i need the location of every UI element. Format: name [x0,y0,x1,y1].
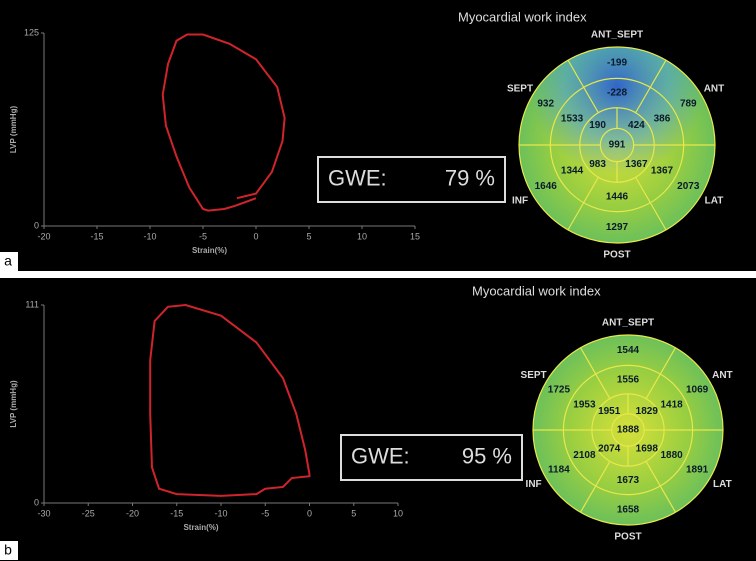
direction-label: LAT [705,196,724,207]
mid-segment-value: 1367 [651,166,674,177]
panel-label: a [4,253,12,269]
segment-line [645,347,677,400]
segment-line [635,176,667,231]
segment-line [579,460,611,513]
mid-segment-value: 1880 [660,450,683,461]
y-tick-label: 0 [34,220,39,230]
basal-segment-value: 1658 [617,504,640,515]
pressure-strain-loop [149,303,311,497]
direction-label: POST [614,532,641,543]
apical-segment-value: 190 [589,120,606,131]
direction-label: ANT_SEPT [602,318,654,329]
panel-label-box [0,252,18,271]
direction-label: ANT [704,84,725,95]
basal-segment-value: 1725 [548,385,571,396]
direction-label: INF [526,479,542,490]
x-tick-label: -5 [199,231,207,241]
x-tick-label: -25 [82,508,95,518]
x-tick-label: 15 [410,231,420,241]
x-tick-label: -10 [143,231,156,241]
gwe-label: GWE: [328,165,387,190]
pressure-strain-loop [161,33,286,212]
direction-label: POST [603,250,630,261]
x-axis-label: Strain(%) [192,246,227,255]
basal-segment-value: 1184 [548,465,570,476]
x-tick-label: 5 [306,231,311,241]
direction-label: SEPT [507,84,533,95]
direction-label: LAT [713,479,732,490]
basal-segment-value: 932 [537,98,554,109]
direction-label: ANT [712,370,733,381]
apical-segment-value: 1829 [636,406,659,417]
basal-segment-value: 1069 [686,385,709,396]
mid-segment-value: 2108 [573,450,596,461]
x-tick-label: -20 [37,231,50,241]
apex-value: 1888 [617,425,640,436]
mid-segment-value: 1344 [561,166,584,177]
gwe-box [317,156,506,203]
x-tick-label: 10 [393,508,403,518]
gwe-box [340,434,523,481]
basal-segment-value: -199 [607,57,627,68]
x-tick-label: 10 [357,231,367,241]
mid-segment-value: 1556 [617,374,640,385]
mid-segment-value: 1953 [573,399,596,410]
bullseye-shade [519,47,715,243]
mid-segment-value: 1418 [660,399,683,410]
x-tick-label: -15 [90,231,103,241]
apical-segment-value: 2074 [598,443,621,454]
mid-segment-value: 386 [654,114,671,125]
basal-segment-value: 1544 [617,345,640,356]
bullseye-disc [533,335,723,525]
apical-segment-value: 424 [628,120,645,131]
panel-label-box [0,541,18,560]
mid-segment-value: -228 [607,88,627,99]
y-tick-label: 0 [34,497,39,507]
y-tick-label: 111 [25,299,39,309]
mid-segment-value: 1533 [561,114,584,125]
mid-segment-value: 1446 [606,192,629,203]
x-tick-label: 5 [351,508,356,518]
x-tick-label: 0 [253,231,258,241]
basal-segment-value: 1891 [686,465,709,476]
segment-line [645,460,677,513]
apex-value: 991 [609,140,626,151]
direction-label: INF [512,196,528,207]
segment-line [567,176,599,231]
separator [0,271,756,278]
apical-segment-value: 1367 [625,159,648,170]
x-tick-label: -20 [126,508,139,518]
apical-segment-value: 1698 [636,443,659,454]
y-axis-label: LVP (mmHg) [9,380,18,428]
direction-label: SEPT [521,370,547,381]
x-tick-label: -10 [214,508,227,518]
mid-segment-value: 1673 [617,475,640,486]
basal-segment-value: 789 [680,98,697,109]
x-tick-label: -5 [261,508,269,518]
x-tick-label: -15 [170,508,183,518]
x-tick-label: 0 [307,508,312,518]
y-tick-label: 125 [24,27,39,37]
gwe-value: 95 % [462,443,512,468]
basal-segment-value: 1646 [535,181,558,192]
panel-title: Myocardial work index [472,283,601,298]
basal-segment-value: 2073 [677,181,700,192]
segment-line [567,59,599,114]
apical-segment-value: 983 [589,159,606,170]
gwe-value: 79 % [445,165,495,190]
segment-line [635,59,667,114]
x-tick-label: -30 [37,508,50,518]
gwe-label: GWE: [351,443,410,468]
apical-segment-value: 1951 [598,406,621,417]
segment-line [579,347,611,400]
x-axis-label: Strain(%) [183,523,218,532]
direction-label: ANT_SEPT [591,30,643,41]
y-axis-label: LVP (mmHg) [9,106,18,154]
panel-label: b [4,542,12,558]
basal-segment-value: 1297 [606,222,629,233]
panel-title: Myocardial work index [458,9,587,24]
